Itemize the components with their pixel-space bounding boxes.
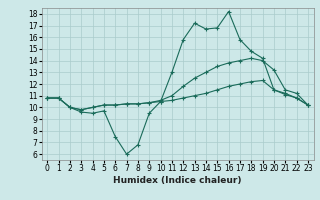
- X-axis label: Humidex (Indice chaleur): Humidex (Indice chaleur): [113, 176, 242, 185]
